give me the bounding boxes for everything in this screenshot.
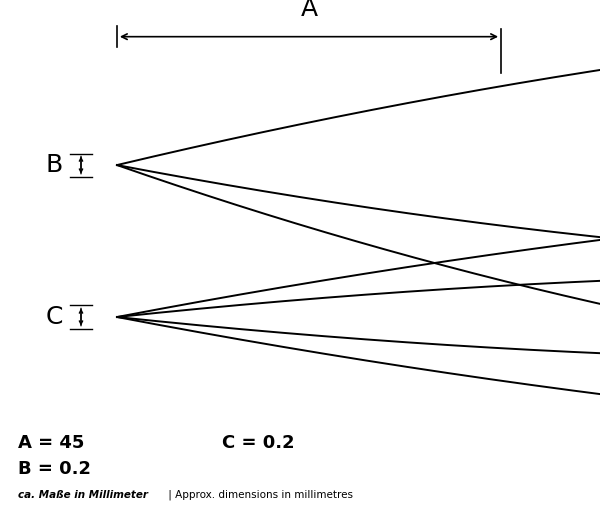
Text: B = 0.2: B = 0.2 xyxy=(18,460,91,478)
Text: B: B xyxy=(46,153,63,177)
Text: A = 45: A = 45 xyxy=(18,434,85,452)
Text: C: C xyxy=(46,305,63,329)
Text: C = 0.2: C = 0.2 xyxy=(222,434,295,452)
Text: | Approx. dimensions in millimetres: | Approx. dimensions in millimetres xyxy=(165,490,353,500)
Text: ca. Maße in Millimeter: ca. Maße in Millimeter xyxy=(18,490,148,500)
Text: A: A xyxy=(301,0,317,21)
